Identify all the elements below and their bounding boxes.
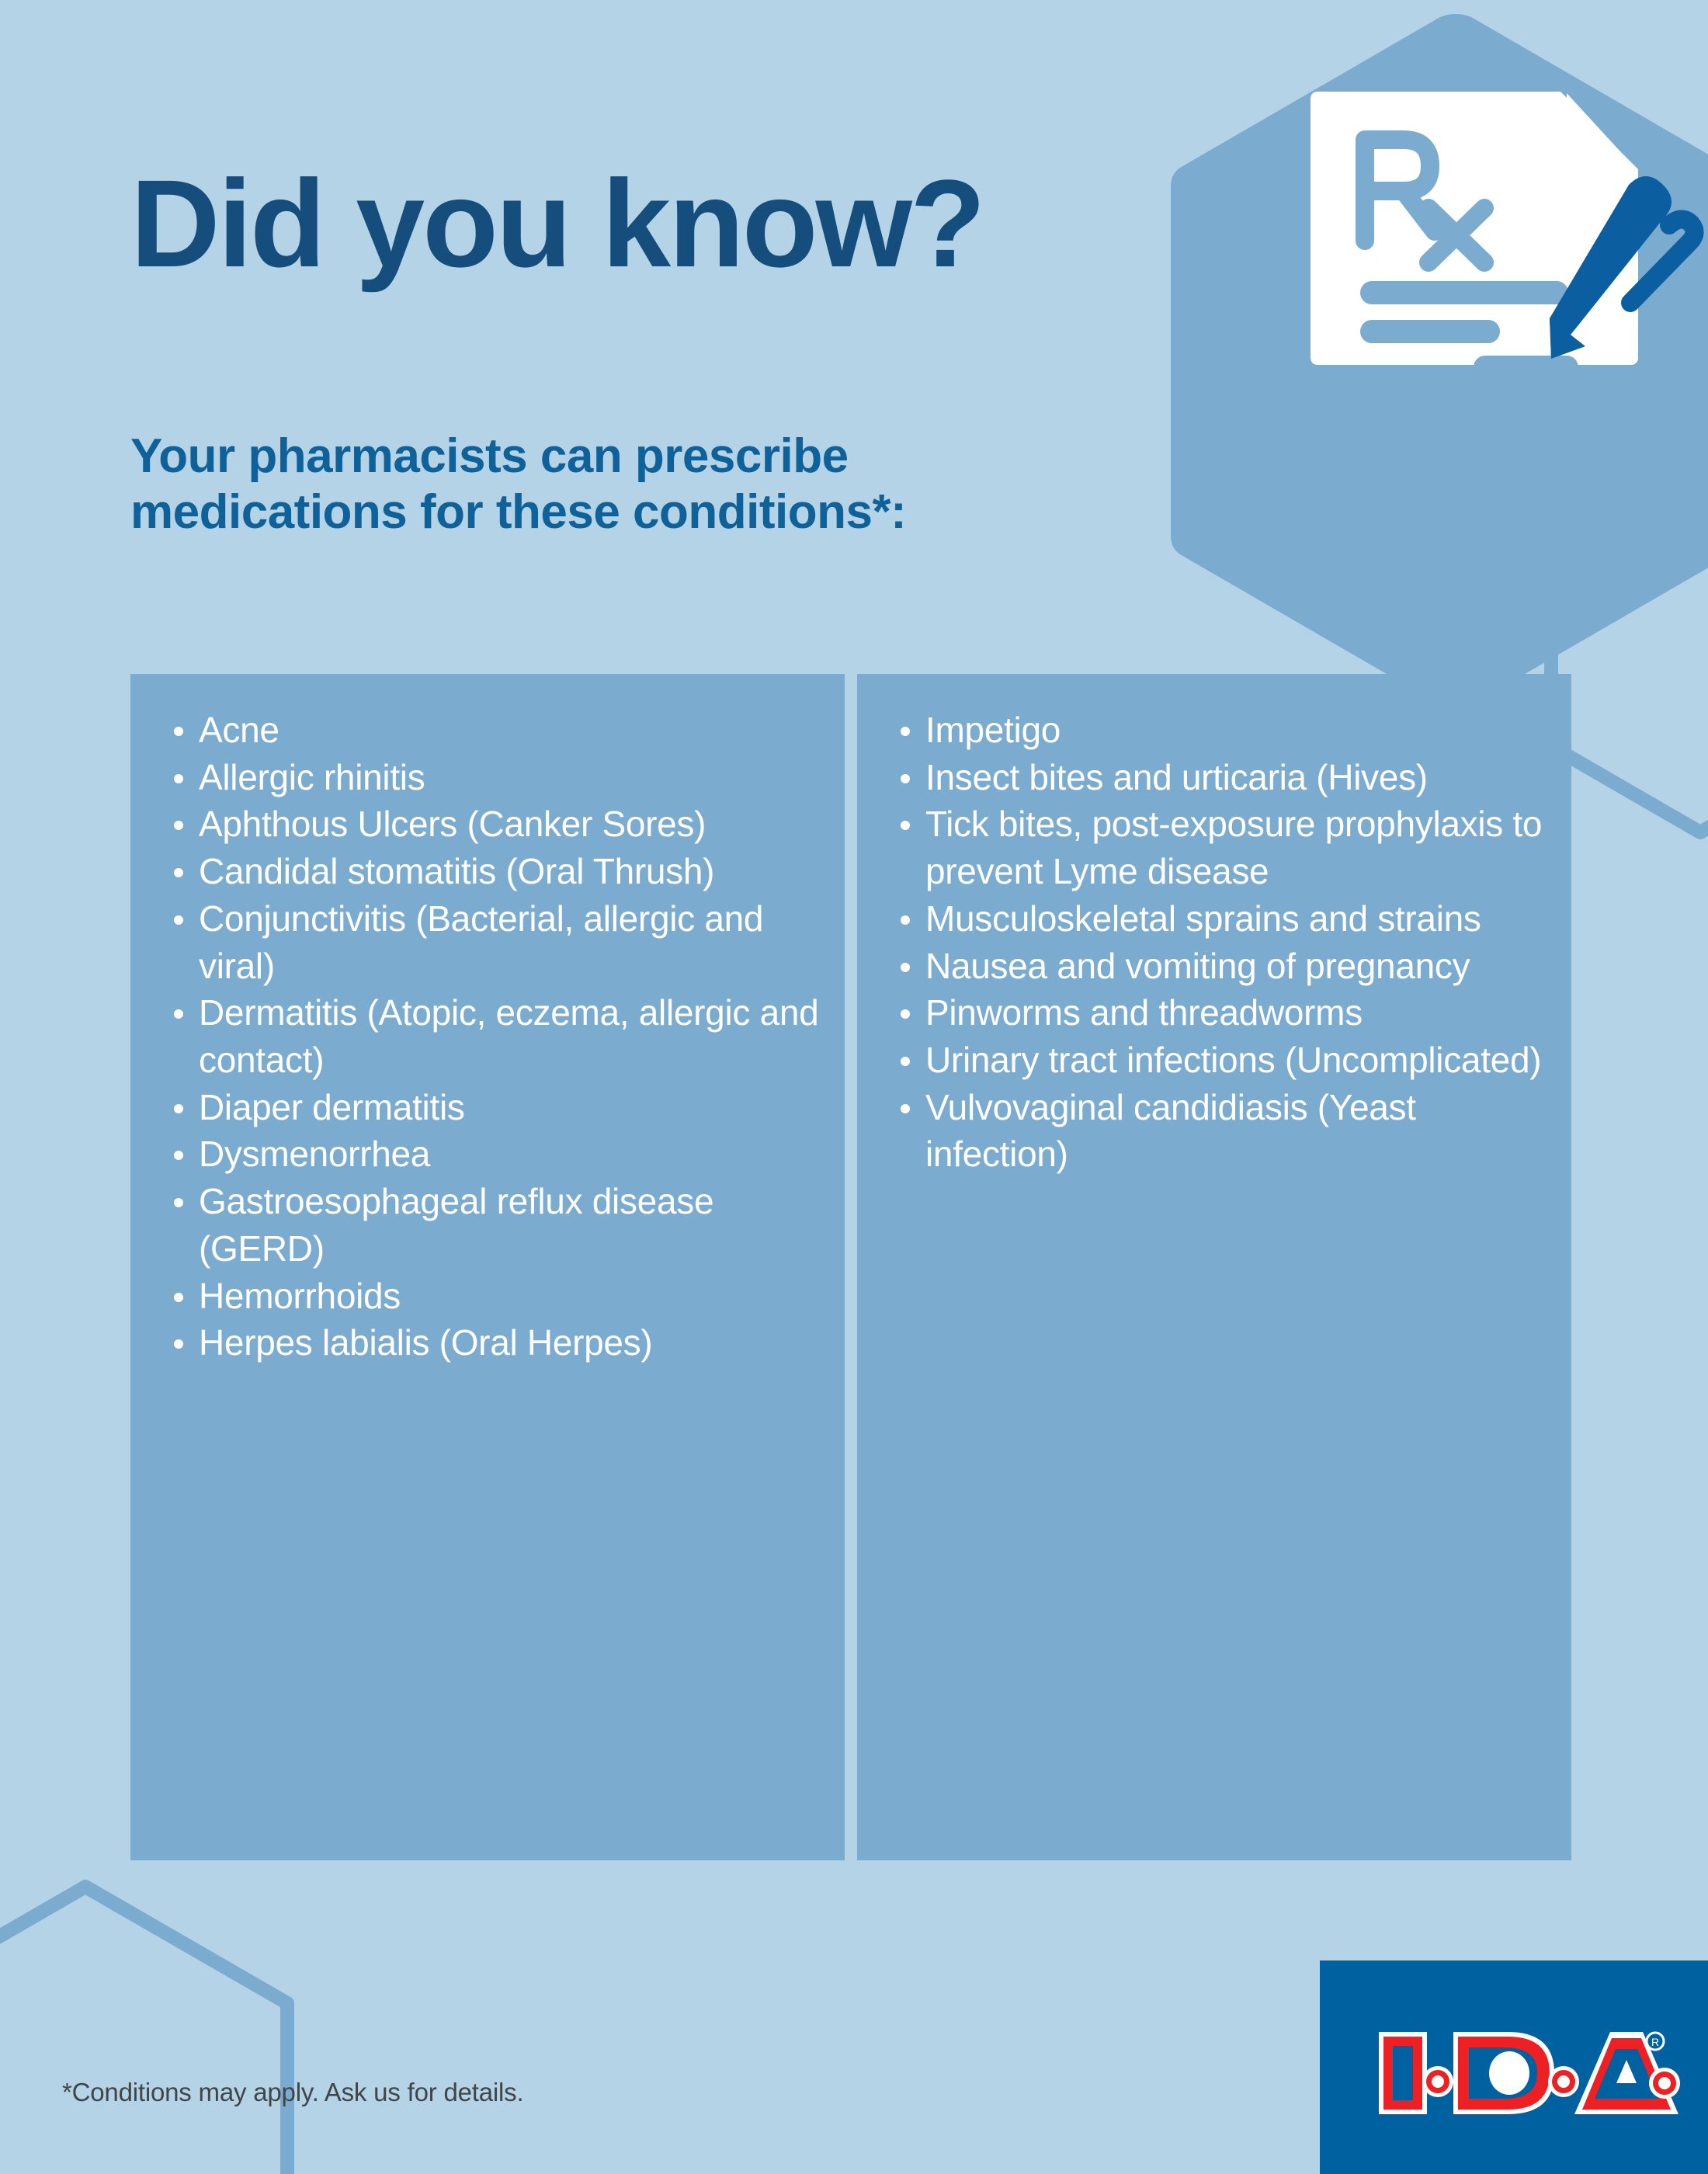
hexagon-outline-bottom-left <box>0 1880 294 2174</box>
condition-item: Urinary tract infections (Uncomplicated) <box>880 1037 1548 1084</box>
condition-item: Allergic rhinitis <box>154 754 821 801</box>
svg-text:R: R <box>1651 2036 1659 2048</box>
condition-item: Aphthous Ulcers (Canker Sores) <box>154 800 821 848</box>
ida-logo-block: R <box>1320 1960 1708 2174</box>
page-subtitle: Your pharmacists can prescribe medicatio… <box>130 429 907 539</box>
condition-item: Vulvovaginal candidiasis (Yeast infectio… <box>880 1084 1548 1178</box>
conditions-list-right: Impetigo Insect bites and urticaria (Hive… <box>880 707 1548 1178</box>
condition-item: Hemorrhoids <box>154 1273 821 1320</box>
condition-item: Pinworms and threadworms <box>880 989 1548 1037</box>
condition-item: Candidal stomatitis (Oral Thrush) <box>154 848 821 895</box>
condition-item: Gastroesophageal reflux disease (GERD) <box>154 1178 821 1272</box>
footnote-text: *Conditions may apply. Ask us for detail… <box>62 2078 524 2106</box>
condition-item: Musculoskeletal sprains and strains <box>880 895 1548 943</box>
condition-item: Conjunctivitis (Bacterial, allergic and … <box>154 895 821 989</box>
condition-item: Dermatitis (Atopic, eczema, allergic and… <box>154 989 821 1083</box>
condition-item: Diaper dermatitis <box>154 1084 821 1131</box>
page-title: Did you know? <box>130 154 986 293</box>
condition-item: Impetigo <box>880 707 1548 754</box>
ida-logo-mark: R <box>1379 2031 1680 2114</box>
conditions-list-left: Acne Allergic rhinitis Aphthous Ulcers (Ca… <box>154 707 821 1367</box>
condition-item: Insect bites and urticaria (Hives) <box>880 754 1548 801</box>
condition-item: Herpes labialis (Oral Herpes) <box>154 1319 821 1367</box>
condition-item: Tick bites, post-exposure prophylaxis to… <box>880 800 1548 894</box>
condition-item: Dysmenorrhea <box>154 1130 821 1178</box>
conditions-panel-left: Acne Allergic rhinitis Aphthous Ulcers (Ca… <box>130 674 845 1860</box>
conditions-panel-right: Impetigo Insect bites and urticaria (Hive… <box>857 674 1571 1860</box>
condition-item: Acne <box>154 707 821 754</box>
condition-item: Nausea and vomiting of pregnancy <box>880 943 1548 990</box>
rx-page-and-pencil-icon <box>1311 92 1704 379</box>
